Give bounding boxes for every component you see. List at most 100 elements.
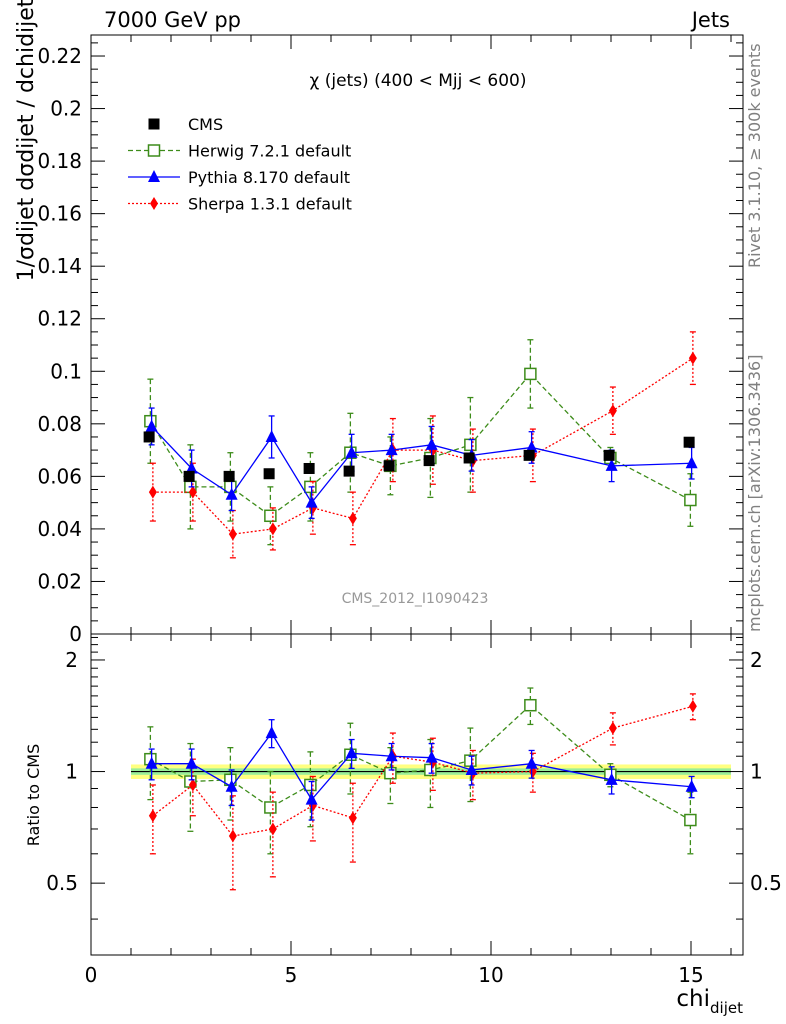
data-point	[385, 749, 398, 762]
data-point	[265, 429, 278, 442]
data-point	[425, 437, 438, 450]
legend-label: Pythia 8.170 default	[188, 168, 350, 187]
data-point	[523, 449, 535, 461]
data-point	[688, 699, 697, 713]
series-line	[149, 372, 691, 517]
y-tick-label: 0.02	[37, 569, 82, 593]
mcplots-label: mcplots.cern.ch [arXiv:1306.3436]	[745, 354, 764, 632]
data-point	[603, 449, 615, 461]
header-left: 7000 GeV pp	[104, 8, 242, 32]
data-point	[225, 487, 238, 500]
series-main-1	[144, 339, 697, 546]
legend-item: Herwig 7.2.1 default	[128, 142, 351, 161]
x-tick-label: 5	[285, 963, 298, 987]
data-point	[228, 829, 237, 843]
legend: CMS Herwig 7.2.1 default Pythia 8.170 defa…	[128, 115, 352, 214]
data-point	[185, 756, 198, 769]
series-main-0	[143, 431, 695, 482]
data-point	[463, 452, 475, 464]
y-tick-label: 0	[69, 622, 82, 646]
data-point	[188, 485, 197, 499]
y-tick-label: 0.12	[37, 307, 82, 331]
series-ratio-3	[148, 693, 697, 891]
y-tick-label: 0.14	[37, 254, 82, 278]
data-point	[685, 456, 698, 469]
data-point	[268, 522, 277, 536]
rivet-label: Rivet 3.1.10, ≥ 300k events	[745, 43, 764, 268]
data-point	[345, 746, 358, 759]
data-point	[684, 493, 697, 507]
series-line	[150, 704, 691, 821]
legend-label: CMS	[188, 115, 223, 134]
data-point	[384, 766, 397, 780]
legend-item: CMS	[148, 115, 223, 134]
data-point	[688, 351, 697, 365]
y-tick-label: 0.08	[37, 412, 82, 436]
data-point	[524, 367, 537, 381]
series-line	[151, 731, 692, 801]
watermark: CMS_2012_I1090423	[342, 591, 489, 607]
data-point	[148, 485, 157, 499]
legend-marker	[150, 197, 158, 210]
data-point	[348, 811, 357, 825]
x-tick-label: 0	[85, 963, 98, 987]
data-point	[145, 756, 158, 769]
header-right: Jets	[691, 8, 730, 32]
data-point	[465, 762, 478, 775]
data-point	[223, 470, 235, 482]
y-tick-label: 0.06	[37, 464, 82, 488]
x-axis-label: chidijet	[676, 986, 743, 1017]
y-axis-label: 1/σdijet dσdijet / dchidijet	[14, 0, 39, 281]
ratio-y-tick-label: 0.5	[46, 871, 78, 895]
data-point	[343, 465, 355, 477]
legend-item: Sherpa 1.3.1 default	[128, 195, 352, 214]
ratio-y-tick-label: 2	[65, 648, 78, 672]
data-point	[265, 726, 278, 739]
data-point	[425, 750, 438, 763]
series-ratio-1	[144, 687, 697, 855]
ratio-y-tick-label: 1	[65, 760, 78, 784]
data-point	[183, 470, 195, 482]
ratio-y-tick-label-right: 0.5	[750, 871, 782, 895]
data-point	[228, 527, 237, 541]
chart-title: χ (jets) (400 < Mjj < 600)	[310, 71, 527, 91]
data-point	[605, 458, 618, 471]
ratio-y-tick-label-right: 2	[750, 648, 763, 672]
legend-marker	[148, 170, 160, 182]
data-point	[145, 419, 158, 432]
data-point	[305, 792, 318, 805]
data-point	[304, 778, 317, 792]
data-point	[185, 461, 198, 474]
data-point	[464, 438, 477, 452]
series-ratio-2	[145, 719, 698, 821]
data-point	[345, 445, 358, 458]
data-point	[148, 809, 157, 823]
data-point	[143, 431, 155, 443]
series-line	[152, 705, 694, 837]
data-point	[608, 404, 617, 418]
data-point	[684, 813, 697, 827]
legend-label: Herwig 7.2.1 default	[188, 142, 351, 161]
data-point	[524, 698, 537, 712]
data-point	[385, 443, 398, 456]
y-tick-label: 0.22	[37, 44, 82, 68]
data-point	[683, 436, 695, 448]
data-point	[685, 779, 698, 792]
data-point	[383, 460, 395, 472]
series-main-3	[148, 331, 697, 559]
ratio-y-tick-label-right: 1	[750, 760, 763, 784]
data-point	[525, 756, 538, 769]
data-point	[263, 468, 275, 480]
data-point	[264, 509, 277, 523]
data-point	[268, 822, 277, 836]
legend-label: Sherpa 1.3.1 default	[188, 195, 352, 214]
y-tick-label: 0.2	[50, 97, 82, 121]
ratio-y-axis-label: Ratio to CMS	[24, 744, 43, 846]
series-line	[152, 357, 694, 535]
y-tick-label: 0.1	[50, 359, 82, 383]
series-main-2	[145, 407, 698, 520]
y-tick-label: 0.04	[37, 517, 82, 541]
legend-marker	[148, 118, 160, 130]
data-point	[525, 440, 538, 453]
